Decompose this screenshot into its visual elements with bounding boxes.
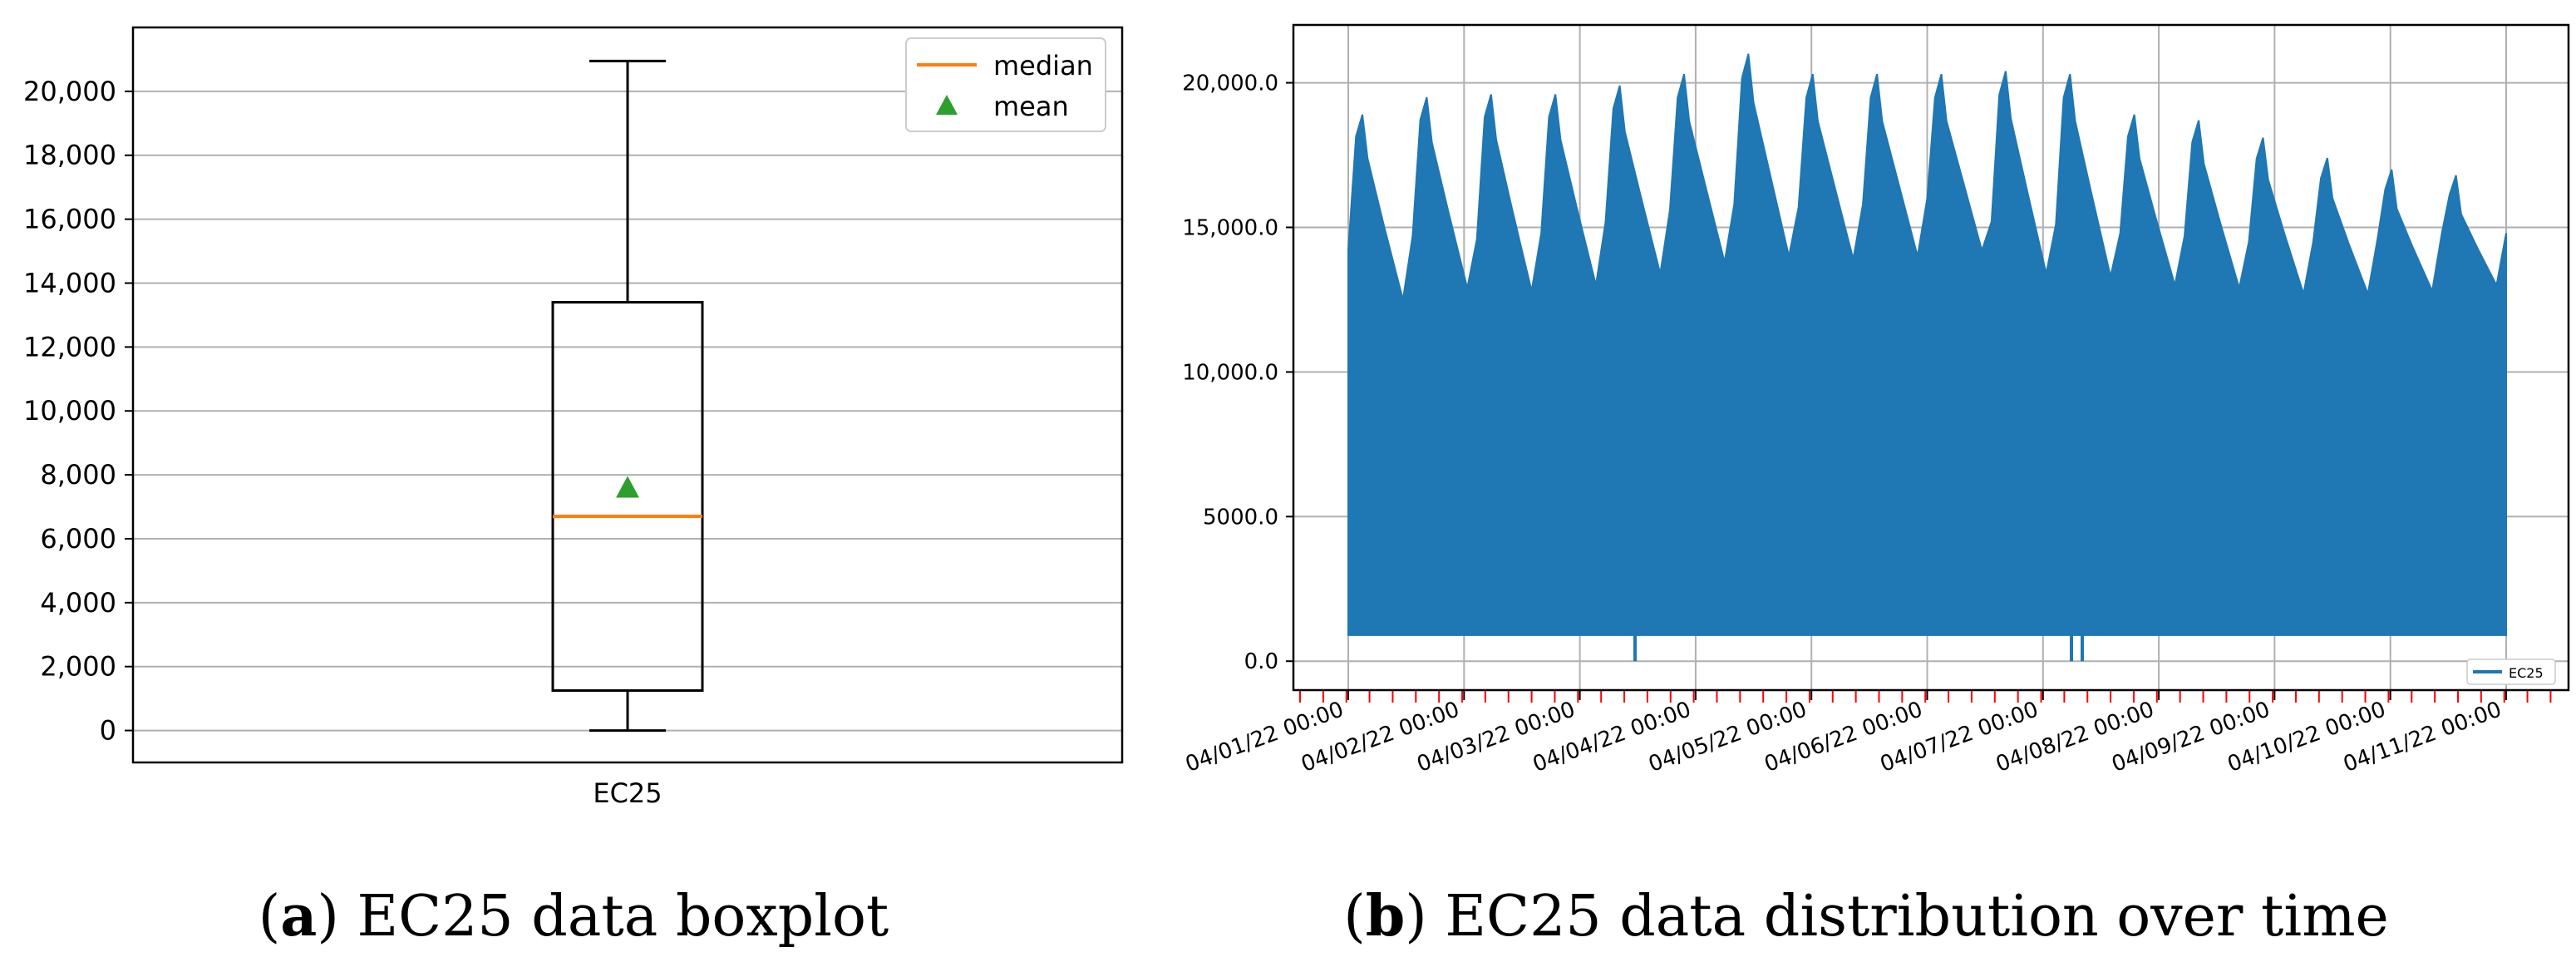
boxplot-y-tick-label: 12,000	[23, 331, 116, 363]
caption-a-text: EC25 data boxplot	[357, 884, 889, 950]
boxplot-y-tick-label: 4,000	[40, 587, 116, 619]
timeseries-y-axis: 0.0 5000.0 10,000.0 15,000.0 20,000.0	[1182, 72, 1293, 674]
legend-mean-swatch	[936, 95, 958, 115]
boxplot-y-tick-label: 14,000	[23, 267, 116, 298]
caption-b-label: b	[1366, 883, 1406, 950]
boxplot-y-tick-label: 6,000	[40, 523, 116, 555]
timeseries-y-tick-label: 15,000.0	[1182, 215, 1278, 240]
timeseries-panel: 0.0 5000.0 10,000.0 15,000.0 20,000.0 04/01/…	[1182, 23, 2570, 777]
timeseries-legend: EC25	[2466, 659, 2556, 685]
boxplot-y-tick-label: 8,000	[40, 459, 116, 491]
caption-b-text: EC25 data distribution over time	[1445, 884, 2388, 950]
boxplot-legend: median mean	[905, 37, 1106, 132]
boxplot-y-tick-label: 2,000	[40, 651, 116, 683]
boxplot-marks	[551, 59, 704, 733]
timeseries-legend-frame	[2466, 659, 2556, 685]
timeseries-frame	[1292, 23, 2570, 692]
boxplot-y-tick-label: 0	[100, 715, 116, 747]
mean-marker	[616, 476, 639, 498]
boxplot-legend-frame	[905, 37, 1106, 132]
caption-b: (b) EC25 data distribution over time	[1343, 883, 2389, 950]
legend-mean-label: mean	[993, 91, 1069, 122]
legend-median-label: median	[993, 50, 1093, 81]
boxplot-y-tick-label: 20,000	[23, 76, 116, 107]
boxplot-panel: 0 2,000 4,000 6,000 8,000 10,000 12,000 14,000 1…	[23, 26, 1124, 809]
boxplot-y-axis: 0 2,000 4,000 6,000 8,000 10,000 12,000 14,000 1…	[23, 76, 133, 747]
timeseries-y-tick-label: 10,000.0	[1182, 360, 1278, 385]
timeseries-dropouts	[1633, 634, 2084, 662]
boxplot-x-tick-label: EC25	[593, 777, 662, 809]
legend-ec25-label: EC25	[2509, 665, 2544, 681]
caption-a-label: a	[280, 883, 317, 950]
timeseries-y-tick-label: 20,000.0	[1182, 72, 1278, 96]
caption-a: (a) EC25 data boxplot	[259, 883, 889, 950]
boxplot-y-tick-label: 10,000	[23, 395, 116, 427]
timeseries-y-tick-label: 0.0	[1244, 649, 1278, 674]
boxplot-y-tick-label: 18,000	[23, 140, 116, 171]
timeseries-y-tick-label: 5000.0	[1203, 505, 1278, 530]
timeseries-series-ec25	[1347, 53, 2507, 636]
boxplot-frame	[131, 26, 1124, 764]
boxplot-y-tick-label: 16,000	[23, 204, 116, 235]
